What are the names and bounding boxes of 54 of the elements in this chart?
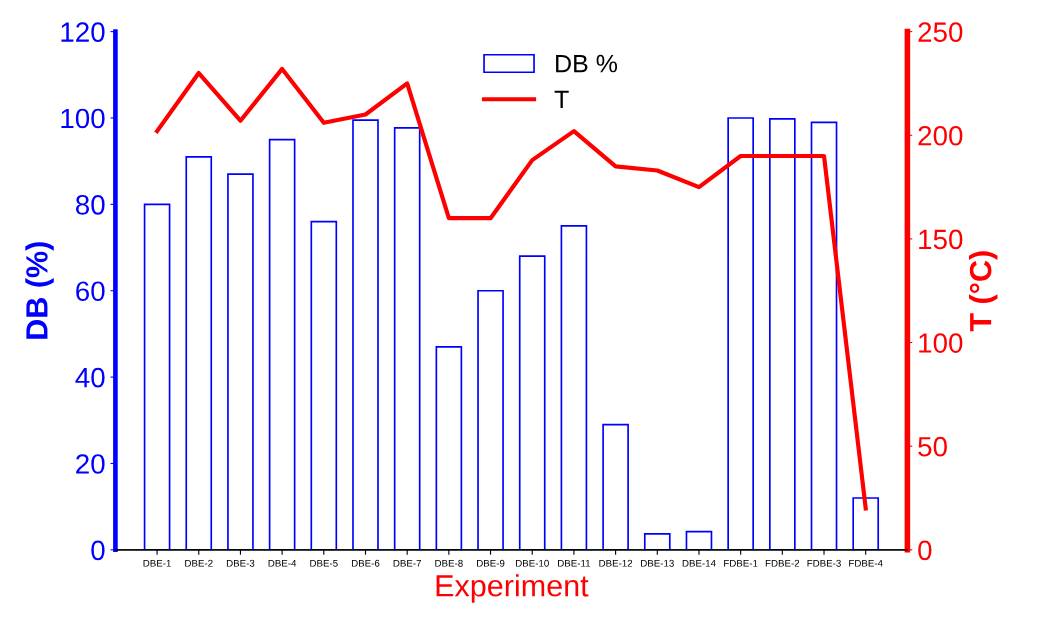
- x-tick-label: DBE-7: [393, 559, 422, 567]
- y2-tick-label: 100: [919, 333, 963, 353]
- y2-tick-label: 50: [918, 436, 947, 457]
- x-tick-label: DBE-1: [143, 559, 171, 567]
- y-tick-label: 100: [61, 108, 105, 129]
- y-tick-label: 20: [76, 454, 105, 474]
- y2-axis-title: T (°C): [969, 251, 998, 332]
- y-tick-label: 60: [76, 281, 105, 302]
- x-tick-label: DBE-14: [682, 559, 716, 567]
- legend-label: T: [554, 90, 569, 109]
- x-tick-label: DBE-5: [310, 559, 338, 567]
- y2-tick-label: 0: [918, 540, 932, 561]
- y-tick-label: 80: [75, 195, 105, 215]
- y-tick-label: 0: [91, 540, 105, 561]
- bar: [477, 289, 504, 550]
- y-tick-label: 40: [75, 367, 105, 388]
- x-tick-label: DBE-10: [516, 559, 549, 567]
- y-tick-label: 120: [61, 22, 105, 42]
- x-axis-title: Experiment: [436, 574, 589, 603]
- y2-tick-label: 200: [918, 125, 963, 146]
- x-tick-label: FDBE-2: [765, 559, 800, 567]
- x-tick-label: FDBE-3: [807, 559, 841, 567]
- x-tick-label: DBE-6: [351, 559, 380, 567]
- x-tick-label: DBE-13: [641, 559, 674, 567]
- bar: [352, 119, 379, 550]
- x-tick-label: DBE-11: [558, 559, 591, 567]
- x-tick-label: DBE-2: [185, 559, 213, 567]
- bar: [227, 173, 254, 550]
- legend-label: DB %: [556, 54, 618, 73]
- y2-tick-label: 150: [919, 229, 963, 250]
- bar: [143, 203, 171, 550]
- bar: [518, 255, 546, 550]
- bar: [685, 530, 713, 550]
- x-tick-label: DBE-9: [477, 559, 505, 567]
- bar: [727, 117, 754, 550]
- bar: [393, 127, 421, 550]
- x-tick-label: DBE-8: [435, 559, 463, 567]
- bar: [185, 156, 213, 550]
- y2-tick-label: 250: [918, 22, 963, 42]
- bar: [602, 423, 629, 550]
- x-tick-label: FDBE-1: [724, 559, 758, 567]
- x-tick-label: DBE-3: [226, 559, 255, 567]
- bar: [560, 225, 588, 550]
- bar: [643, 533, 671, 550]
- bar: [852, 497, 880, 550]
- y-axis-title: DB (%): [25, 242, 54, 339]
- x-tick-label: DBE-12: [599, 559, 633, 567]
- x-tick-label: DBE-4: [268, 559, 297, 567]
- bar: [768, 118, 796, 550]
- bar: [810, 121, 838, 550]
- bar: [310, 220, 338, 550]
- bar: [268, 138, 296, 550]
- bar: [435, 346, 463, 550]
- x-tick-label: FDBE-4: [849, 559, 883, 567]
